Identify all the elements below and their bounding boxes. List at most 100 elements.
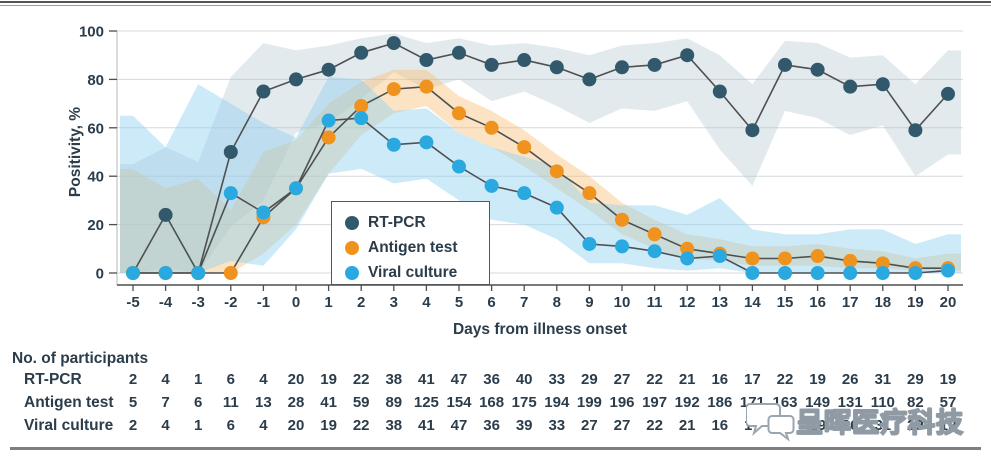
data-point (549, 200, 564, 215)
y-tick-label: 20 (87, 217, 104, 234)
table-cell: 6 (226, 371, 235, 388)
table-cell: 149 (805, 394, 831, 411)
x-tick-label: 1 (324, 294, 332, 311)
data-point (810, 62, 825, 77)
table-cell: 22 (646, 417, 663, 434)
table-cell: 17 (744, 371, 761, 388)
data-point (745, 266, 760, 280)
table-cell: 27 (613, 371, 631, 388)
data-point (452, 106, 466, 121)
x-tick-label: 18 (874, 294, 891, 311)
data-point (484, 57, 499, 72)
table-cell: 4 (161, 371, 170, 388)
table-cell: 194 (544, 394, 570, 411)
table-cell: 2 (128, 417, 138, 434)
table-cell: 16 (711, 371, 729, 388)
table-cell: 1 (194, 371, 203, 388)
table-cell: 22 (776, 371, 794, 388)
x-tick-label: 11 (647, 294, 663, 311)
x-tick-label: -2 (224, 294, 237, 311)
data-point (223, 186, 238, 201)
data-point (908, 123, 923, 138)
table-cell: 28 (287, 394, 305, 411)
x-tick-label: 12 (679, 294, 696, 311)
data-point (484, 120, 499, 135)
table-cell: 7 (161, 394, 170, 411)
y-tick-label: 0 (96, 266, 104, 283)
data-point (386, 137, 401, 152)
table-cell: 20 (287, 417, 305, 434)
table-cell: 31 (874, 371, 892, 388)
table-cell: 4 (161, 417, 170, 434)
table-cell: 19 (939, 371, 957, 388)
x-tick-label: 19 (907, 294, 924, 311)
table-cell: 175 (511, 394, 537, 411)
x-tick-label: -1 (257, 294, 270, 311)
data-point (778, 251, 792, 266)
table-cell: 27 (581, 417, 598, 434)
table-cell: 27 (613, 417, 631, 434)
x-tick-label: 13 (711, 294, 728, 311)
table-cell: 21 (678, 417, 696, 434)
x-tick-label: 7 (520, 294, 528, 311)
table-cell: 26 (841, 417, 859, 434)
table-cell: 186 (707, 394, 733, 411)
data-point (452, 159, 466, 174)
data-point (386, 82, 401, 97)
data-point (256, 205, 271, 220)
data-point (582, 186, 597, 201)
data-point (582, 72, 597, 87)
table-cell: 57 (939, 394, 957, 411)
x-tick-label: 16 (809, 294, 826, 311)
data-point (419, 53, 434, 68)
data-point (712, 84, 727, 99)
y-axis-title: Positivity, % (67, 106, 84, 198)
data-point (354, 111, 369, 126)
data-point (517, 140, 532, 155)
x-tick-label: 20 (940, 294, 957, 311)
table-cell: 29 (907, 417, 924, 434)
data-point (256, 84, 271, 99)
y-tick-label: 40 (87, 169, 104, 186)
bottom-rule (10, 447, 981, 450)
table-cell: 41 (418, 371, 435, 388)
data-point (517, 53, 532, 68)
series-points-antigen (126, 79, 955, 280)
table-cell: 6 (194, 394, 203, 411)
x-axis-title: Days from illness onset (452, 321, 627, 338)
data-point (843, 253, 858, 268)
x-tick-label: 3 (390, 294, 398, 311)
table-cell: 33 (548, 417, 566, 434)
x-tick-label: 9 (585, 294, 593, 311)
data-point (875, 77, 890, 92)
watermark: 呈晖医疗科技 (746, 397, 991, 443)
x-tick-label: 2 (357, 294, 365, 311)
legend-label: RT-PCR (368, 213, 426, 231)
table-cell: 21 (678, 371, 696, 388)
table-cell: 192 (674, 394, 700, 411)
series-points-viral (126, 111, 955, 280)
table-row-label-rtpcr: RT-PCR (24, 371, 82, 388)
table-cell: 19 (939, 417, 957, 434)
legend-label: Antigen test (368, 238, 458, 256)
data-point (289, 181, 303, 196)
data-point (419, 79, 434, 94)
data-point (941, 86, 955, 101)
top-rule (0, 1, 991, 3)
table-cell: 19 (809, 371, 826, 388)
table-cell: 197 (642, 394, 668, 411)
data-point (615, 239, 629, 254)
table-cell: 154 (446, 394, 472, 411)
top-rule-secondary (0, 5, 991, 6)
data-point (549, 164, 564, 179)
data-point (321, 113, 336, 128)
data-point (647, 57, 662, 72)
data-point (778, 57, 792, 72)
x-tick-label: 4 (422, 294, 431, 311)
data-point (549, 60, 564, 75)
axes (109, 30, 963, 291)
y-tick-label: 60 (87, 120, 104, 137)
